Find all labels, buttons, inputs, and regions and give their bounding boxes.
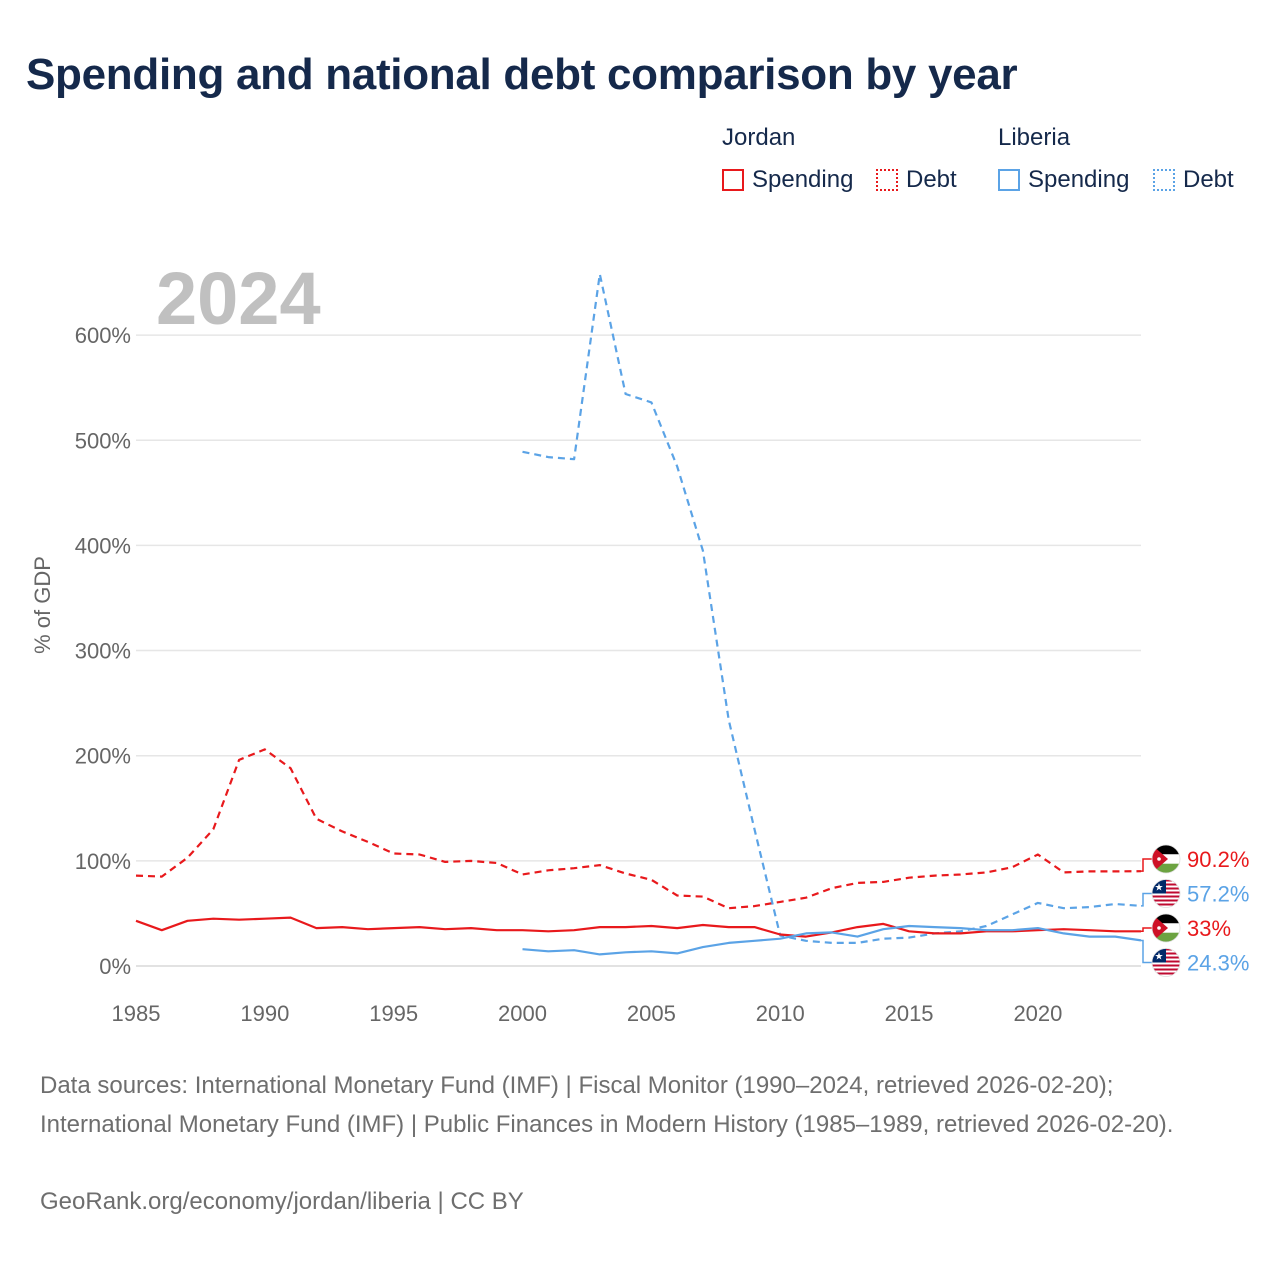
legend-item-liberia-debt[interactable]: Debt	[1153, 166, 1234, 194]
end-label-connector	[1141, 939, 1153, 964]
legend-swatch-jordan-debt	[876, 169, 898, 191]
series-line-liberia-debt[interactable]	[522, 273, 1142, 945]
legend-item-jordan-spending[interactable]: Spending	[722, 166, 853, 194]
svg-text:★: ★	[1155, 952, 1164, 963]
y-tick-label: 200%	[75, 744, 131, 769]
end-value-label: 24.3%	[1187, 951, 1249, 976]
x-tick-label: 2015	[885, 1001, 934, 1026]
legend-item-jordan-debt[interactable]: Debt	[876, 166, 957, 194]
x-axis-ticks: 1985 1990 1995 2000 2005 2010 2015 2020	[112, 1001, 1063, 1026]
series-lines	[135, 273, 1142, 956]
y-tick-label: 100%	[75, 849, 131, 874]
series-line-liberia-spending[interactable]	[522, 924, 1142, 956]
legend-item-liberia-spending[interactable]: Spending	[998, 166, 1129, 194]
legend-label-liberia-debt: Debt	[1183, 166, 1234, 193]
data-sources: Data sources: International Monetary Fun…	[40, 1072, 1174, 1138]
end-value-label: 57.2%	[1187, 882, 1249, 907]
y-axis-label: % of GDP	[30, 556, 55, 654]
chart-plot: 2024 0% 100% 200% 300% 400% 500% 600% 1985 1990…	[30, 257, 1249, 1026]
y-tick-label: 400%	[75, 533, 131, 558]
y-tick-label: 500%	[75, 428, 131, 453]
series-line-jordan-spending[interactable]	[135, 916, 1141, 938]
x-tick-label: 2020	[1013, 1001, 1062, 1026]
x-tick-label: 1995	[369, 1001, 418, 1026]
end-label-connector	[1141, 927, 1153, 933]
chart-title: Spending and national debt comparison by…	[26, 50, 1018, 99]
series-line-jordan-debt[interactable]	[135, 748, 1142, 910]
legend-label-jordan-spending: Spending	[752, 166, 854, 193]
legend-group-title-jordan: Jordan	[722, 124, 796, 151]
x-tick-label: 1990	[240, 1001, 289, 1026]
end-label-connector	[1141, 892, 1153, 907]
end-labels: 90.2% ★ 57.2% 33% ★ 24.3%	[1141, 844, 1249, 977]
svg-text:★: ★	[1155, 883, 1164, 894]
liberia-flag-icon: ★	[1151, 879, 1181, 908]
x-tick-label: 2010	[756, 1001, 805, 1026]
grid-lines	[136, 334, 1141, 967]
legend-swatch-jordan-spending	[722, 169, 744, 191]
x-tick-label: 2005	[627, 1001, 676, 1026]
legend-swatch-liberia-spending	[998, 169, 1020, 191]
year-watermark: 2024	[156, 257, 321, 340]
legend-label-jordan-debt: Debt	[906, 166, 957, 193]
end-label-connector	[1141, 858, 1153, 872]
y-tick-label: 600%	[75, 323, 131, 348]
y-tick-label: 300%	[75, 639, 131, 664]
legend-swatch-liberia-debt	[1153, 169, 1175, 191]
y-tick-label: 0%	[99, 954, 131, 979]
y-axis-ticks: 0% 100% 200% 300% 400% 500% 600%	[75, 323, 131, 979]
x-tick-label: 2000	[498, 1001, 547, 1026]
end-value-label: 90.2%	[1187, 847, 1249, 872]
liberia-flag-icon: ★	[1151, 948, 1181, 977]
credit-link[interactable]: GeoRank.org/economy/jordan/liberia | CC …	[40, 1188, 524, 1215]
x-tick-label: 1985	[112, 1001, 161, 1026]
legend-group-title-liberia: Liberia	[998, 124, 1071, 151]
jordan-flag-icon	[1151, 913, 1181, 943]
end-value-label: 33%	[1187, 916, 1231, 941]
legend-label-liberia-spending: Spending	[1028, 166, 1130, 193]
jordan-flag-icon	[1151, 844, 1181, 874]
